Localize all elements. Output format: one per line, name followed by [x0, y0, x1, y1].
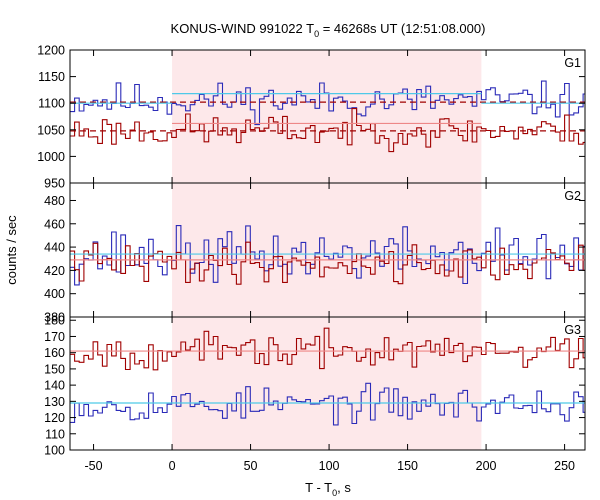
series-line-g1-1: [70, 108, 585, 153]
chart-title: KONUS-WIND 991022 T0 = 46268s UT (12:51:…: [171, 21, 486, 39]
y-tick-label: 1050: [37, 123, 65, 137]
y-tick-label: 460: [44, 217, 65, 231]
panel-name: G1: [564, 56, 581, 70]
y-tick-label: 380: [44, 311, 65, 325]
y-tick-label: 180: [44, 314, 65, 328]
y-tick-label: 140: [44, 379, 65, 393]
y-tick-label: 100: [44, 444, 65, 458]
panel-frame: [69, 316, 586, 451]
shaded-interval: [172, 317, 482, 450]
panel-name: G3: [564, 323, 581, 337]
shaded-interval: [172, 50, 482, 183]
series-line-g3-1: [70, 327, 585, 371]
y-tick-label: 1200: [37, 44, 65, 58]
y-tick-label: 160: [44, 346, 65, 360]
x-tick-label: 100: [319, 459, 340, 473]
series-line-g3-0: [70, 382, 585, 426]
y-tick-label: 110: [45, 427, 65, 441]
x-tick-label: 0: [169, 459, 176, 473]
y-tick-label: 1150: [38, 70, 65, 84]
x-tick-label: 150: [397, 459, 418, 473]
x-tick-label: 50: [244, 459, 258, 473]
y-axis-label: counts / sec: [4, 215, 19, 285]
y-tick-label: 400: [44, 287, 65, 301]
panel-g2: 380 400 420 440 460 480 G2: [44, 182, 586, 325]
x-tick-label: 200: [476, 459, 497, 473]
series-line-g1-0: [70, 80, 585, 126]
y-tick-label: 120: [44, 411, 65, 425]
panel-name: G2: [564, 189, 581, 203]
y-tick-label: 950: [44, 177, 65, 191]
x-axis-label: T - T0, s: [305, 480, 351, 498]
y-tick-label: 1100: [38, 97, 65, 111]
y-tick-label: 440: [44, 241, 65, 255]
x-tick-label: 250: [554, 459, 575, 473]
panel-g3: 100 110 120 130 140 150 160 170 180 G3: [44, 314, 586, 458]
y-tick-label: 130: [44, 395, 65, 409]
panels-group: 95010001050110011501200G1380400420440460…: [37, 44, 586, 473]
y-tick-label: 1000: [37, 150, 65, 164]
series-line-g2-1: [70, 241, 585, 285]
y-tick-label: 170: [44, 330, 65, 344]
shaded-interval: [172, 183, 482, 317]
y-tick-label: 480: [44, 194, 65, 208]
panel-g1: 950 1000 1050 1100 1150 1200 G1: [37, 44, 586, 191]
x-tick-label: -50: [85, 459, 103, 473]
y-tick-label: 420: [44, 264, 65, 278]
y-tick-label: 150: [44, 362, 65, 376]
